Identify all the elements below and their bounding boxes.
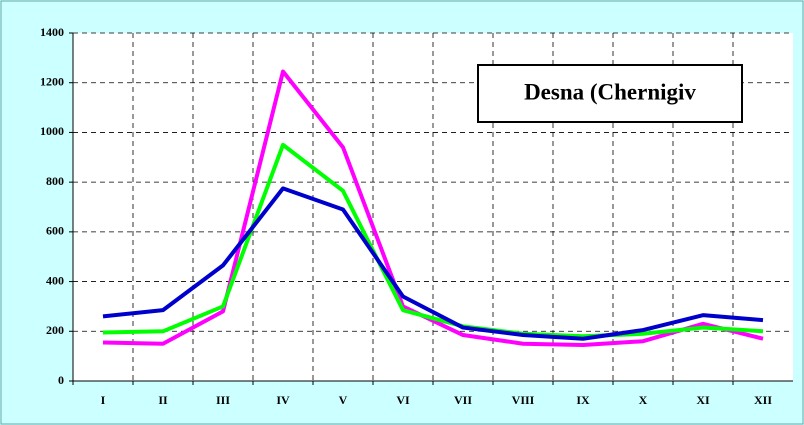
y-tick-label: 0 bbox=[58, 373, 64, 387]
chart-title: Desna (Chernigiv bbox=[524, 79, 696, 104]
x-tick-label: IV bbox=[276, 393, 290, 407]
x-tick-label: VII bbox=[454, 393, 472, 407]
y-tick-label: 1200 bbox=[40, 74, 64, 88]
chart: Desna (Chernigiv 0 200 400 600 800 1000 1200 14… bbox=[0, 0, 804, 425]
y-tick-label: 1000 bbox=[40, 124, 64, 138]
y-tick-label: 800 bbox=[46, 174, 64, 188]
y-tick-label: 1400 bbox=[40, 25, 64, 39]
x-tick-label: XII bbox=[754, 393, 772, 407]
y-tick-label: 600 bbox=[46, 224, 64, 238]
x-tick-label: V bbox=[339, 393, 348, 407]
x-tick-label: II bbox=[158, 393, 168, 407]
x-tick-label: III bbox=[216, 393, 230, 407]
x-tick-label: VIII bbox=[512, 393, 535, 407]
x-tick-label: I bbox=[101, 393, 106, 407]
x-tick-label: X bbox=[639, 393, 648, 407]
x-tick-label: XI bbox=[696, 393, 710, 407]
x-tick-label: VI bbox=[396, 393, 410, 407]
x-tick-label: IX bbox=[576, 393, 590, 407]
y-tick-label: 200 bbox=[46, 323, 64, 337]
y-tick-label: 400 bbox=[46, 273, 64, 287]
